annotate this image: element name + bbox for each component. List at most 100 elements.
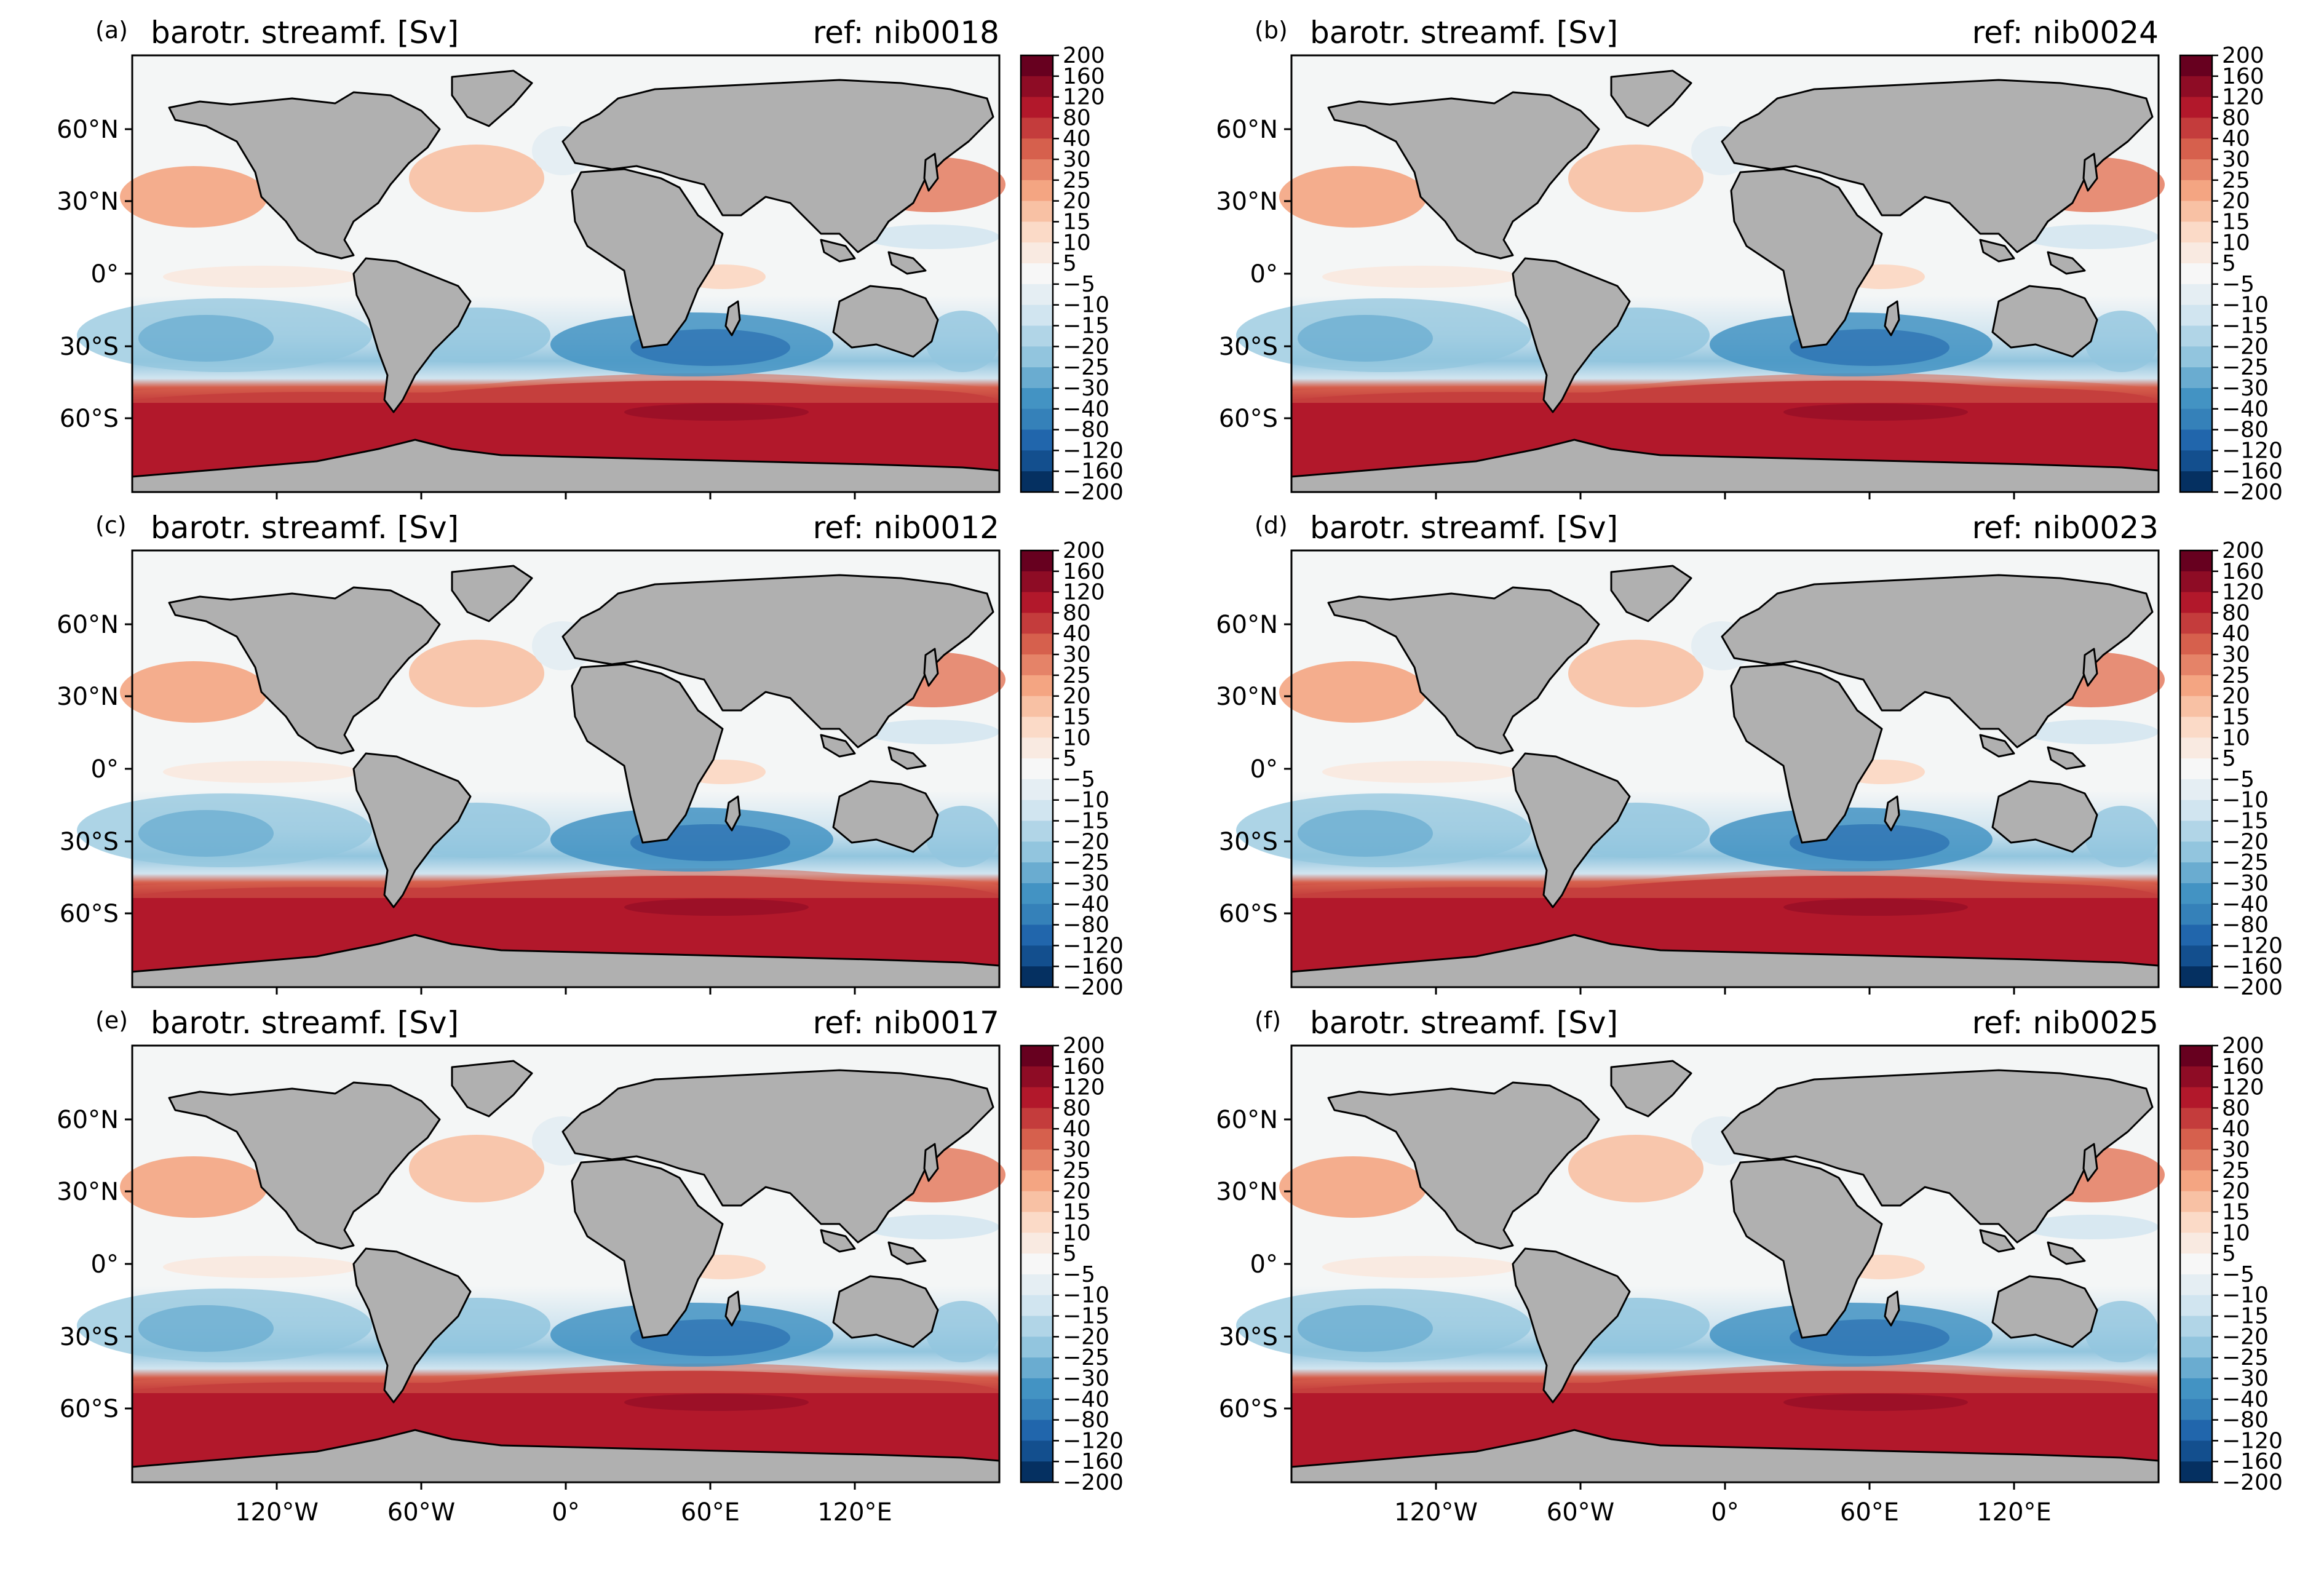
colorbar-label: 10: [2222, 230, 2250, 255]
colorbar-label: −15: [1063, 1304, 1109, 1329]
colorbar-segment: [2180, 159, 2212, 181]
colorbar-segment: [1021, 1129, 1053, 1150]
colorbar-segment: [1021, 1108, 1053, 1129]
colorbar-label: −10: [2222, 1283, 2269, 1308]
colorbar-segment: [1021, 758, 1053, 780]
lon-tick-label: 120°E: [1977, 1498, 2052, 1527]
colorbar-label: 30: [1063, 642, 1091, 667]
colorbar-label: 20: [2222, 189, 2250, 214]
lat-tick-label: 30°S: [1219, 828, 1278, 856]
colorbar-segment: [2180, 862, 2212, 884]
colorbar-segment: [2180, 904, 2212, 926]
colorbar-label: −5: [1063, 272, 1095, 297]
colorbar-label: 10: [1063, 230, 1091, 255]
colorbar-label: 15: [1063, 704, 1091, 729]
colorbar-segment: [2180, 117, 2212, 139]
colorbar-label: 200: [2222, 538, 2264, 563]
colorbar-label: −30: [2222, 871, 2269, 896]
lat-tick-label: 0°: [1250, 755, 1278, 784]
colorbar-label: 5: [2222, 251, 2236, 276]
colorbar-segment: [1021, 1316, 1053, 1337]
colorbar-frame: [2179, 1044, 2213, 1484]
colorbar-label: −120: [1063, 1428, 1124, 1453]
colorbar-segment: [1021, 696, 1053, 717]
colorbar-segment: [1021, 408, 1053, 431]
colorbar-frame: [2179, 54, 2213, 493]
colorbar-segment: [1021, 1066, 1053, 1088]
colorbar-segment: [2180, 429, 2212, 451]
colorbar-segment: [1021, 304, 1053, 327]
colorbar-segment: [1021, 201, 1053, 222]
lat-tick-label: 30°N: [57, 188, 119, 216]
colorbar-label: −80: [1063, 913, 1109, 938]
colorbar: 200160120804030252015105−5−10−15−20−25−3…: [2179, 43, 2283, 505]
colorbar: 200160120804030252015105−5−10−15−20−25−3…: [1020, 43, 1124, 505]
colorbar-segment: [1021, 1046, 1053, 1067]
lat-tick-label: 60°N: [57, 611, 119, 639]
colorbar-segment: [1021, 1170, 1053, 1192]
colorbar-segment: [2180, 1087, 2212, 1108]
lat-tick-label: 0°: [91, 755, 119, 784]
colorbar-segment: [1021, 1378, 1053, 1400]
lon-tick-label: 60°E: [681, 1498, 740, 1527]
colorbar-segment: [1021, 1420, 1053, 1441]
colorbar-segment: [1021, 550, 1053, 572]
colorbar-label: 200: [2222, 1033, 2264, 1059]
lon-tick-label: 0°: [1711, 1498, 1739, 1527]
map-area: [1235, 1044, 2166, 1484]
colorbar-label: 80: [1063, 105, 1091, 130]
panel-ref: ref: nib0017: [813, 1005, 999, 1041]
colorbar-segment: [2180, 1233, 2212, 1254]
colorbar-segment: [2180, 841, 2212, 863]
colorbar-segment: [1021, 117, 1053, 139]
colorbar-label: −80: [2222, 418, 2269, 443]
lat-tick-label: 60°S: [60, 1395, 119, 1423]
colorbar-frame: [2179, 549, 2213, 988]
colorbar: 200160120804030252015105−5−10−15−20−25−3…: [2179, 538, 2283, 1000]
colorbar-label: 5: [2222, 746, 2236, 771]
colorbar-label: −15: [2222, 314, 2269, 339]
colorbar-segment: [1021, 841, 1053, 863]
colorbar-label: −10: [2222, 788, 2269, 813]
colorbar-segment: [2180, 55, 2212, 77]
colorbar-segment: [1021, 1253, 1053, 1275]
lat-tick-label: 60°S: [1219, 900, 1278, 928]
colorbar-segment: [2180, 945, 2212, 967]
colorbar-segment: [1021, 1461, 1053, 1483]
colorbar-label: 10: [1063, 725, 1091, 750]
colorbar-segment: [1021, 1399, 1053, 1421]
colorbar-segment: [2180, 1440, 2212, 1462]
lat-tick-label: 0°: [91, 260, 119, 288]
lat-tick-label: 60°S: [1219, 1395, 1278, 1423]
colorbar-label: 30: [1063, 147, 1091, 172]
colorbar: 200160120804030252015105−5−10−15−20−25−3…: [2179, 1033, 2283, 1495]
colorbar-segment: [2180, 1046, 2212, 1067]
lon-tick-label: 0°: [552, 1498, 579, 1527]
colorbar-segment: [2180, 758, 2212, 780]
lat-tick-label: 60°N: [57, 1106, 119, 1134]
colorbar-segment: [2180, 304, 2212, 327]
colorbar-segment: [1021, 654, 1053, 676]
panel-label: (c): [95, 512, 127, 539]
colorbar-label: 40: [1063, 1116, 1091, 1142]
colorbar-segment: [2180, 883, 2212, 905]
colorbar-segment: [1021, 1087, 1053, 1108]
colorbar-label: −10: [2222, 293, 2269, 318]
colorbar-segment: [1021, 1357, 1053, 1379]
colorbar-segment: [2180, 263, 2212, 285]
colorbar-label: 160: [1063, 1054, 1105, 1079]
colorbar-segment: [2180, 1191, 2212, 1212]
colorbar-label: −160: [2222, 1449, 2283, 1474]
panel-e: (e) barotr. streamf. [Sv] ref: nib0017 60°N…: [57, 1005, 1124, 1527]
colorbar-label: 120: [1063, 580, 1105, 605]
colorbar-label: 120: [2222, 580, 2264, 605]
colorbar-label: 15: [2222, 1199, 2250, 1225]
colorbar-segment: [2180, 924, 2212, 946]
lat-tick-label: 60°S: [60, 405, 119, 433]
colorbar-label: 15: [2222, 209, 2250, 234]
panel-title: barotr. streamf. [Sv]: [151, 1005, 459, 1041]
colorbar-label: 30: [2222, 1137, 2250, 1162]
colorbar-label: −160: [2222, 459, 2283, 484]
map-area: [1235, 54, 2166, 493]
